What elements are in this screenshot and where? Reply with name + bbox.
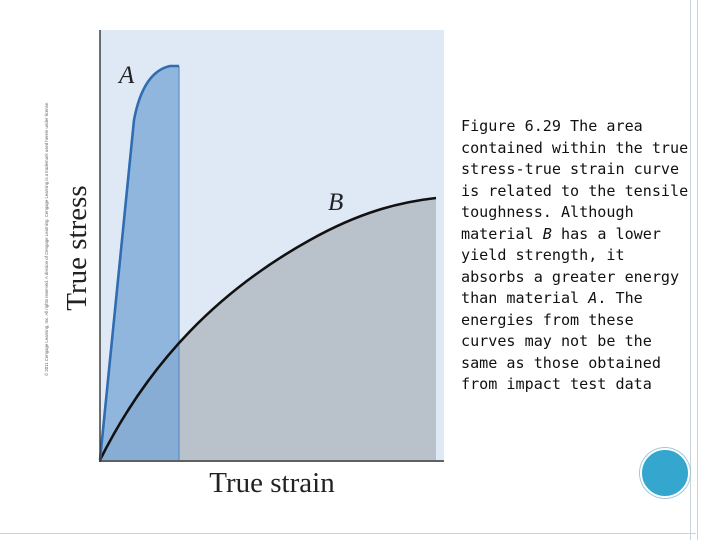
- slide-border-bottom: [0, 533, 696, 534]
- slide-border-right: [690, 0, 698, 540]
- series-a-label: A: [117, 62, 135, 89]
- series-a-line: [98, 64, 179, 461]
- x-axis-title: True strain: [209, 467, 335, 499]
- caption-text-2: has a lower yield strength, it absorbs a…: [461, 224, 680, 308]
- series-a-area: [100, 66, 179, 460]
- caption-text-3: . The energies from these curves may not…: [461, 289, 661, 393]
- series-b-area: [100, 198, 436, 460]
- caption-text-1: Figure 6.29 The area contained within th…: [461, 117, 689, 243]
- stress-strain-figure: A B True strain True stress: [61, 30, 444, 499]
- caption-material-b: B: [542, 224, 552, 243]
- series-b-line: [98, 196, 437, 461]
- figure-caption: Figure 6.29 The area contained within th…: [461, 116, 689, 396]
- series-b-label: B: [328, 189, 343, 216]
- y-axis-title: True stress: [61, 185, 93, 310]
- caption-material-a: A: [588, 289, 598, 307]
- decorative-circle: [640, 448, 690, 498]
